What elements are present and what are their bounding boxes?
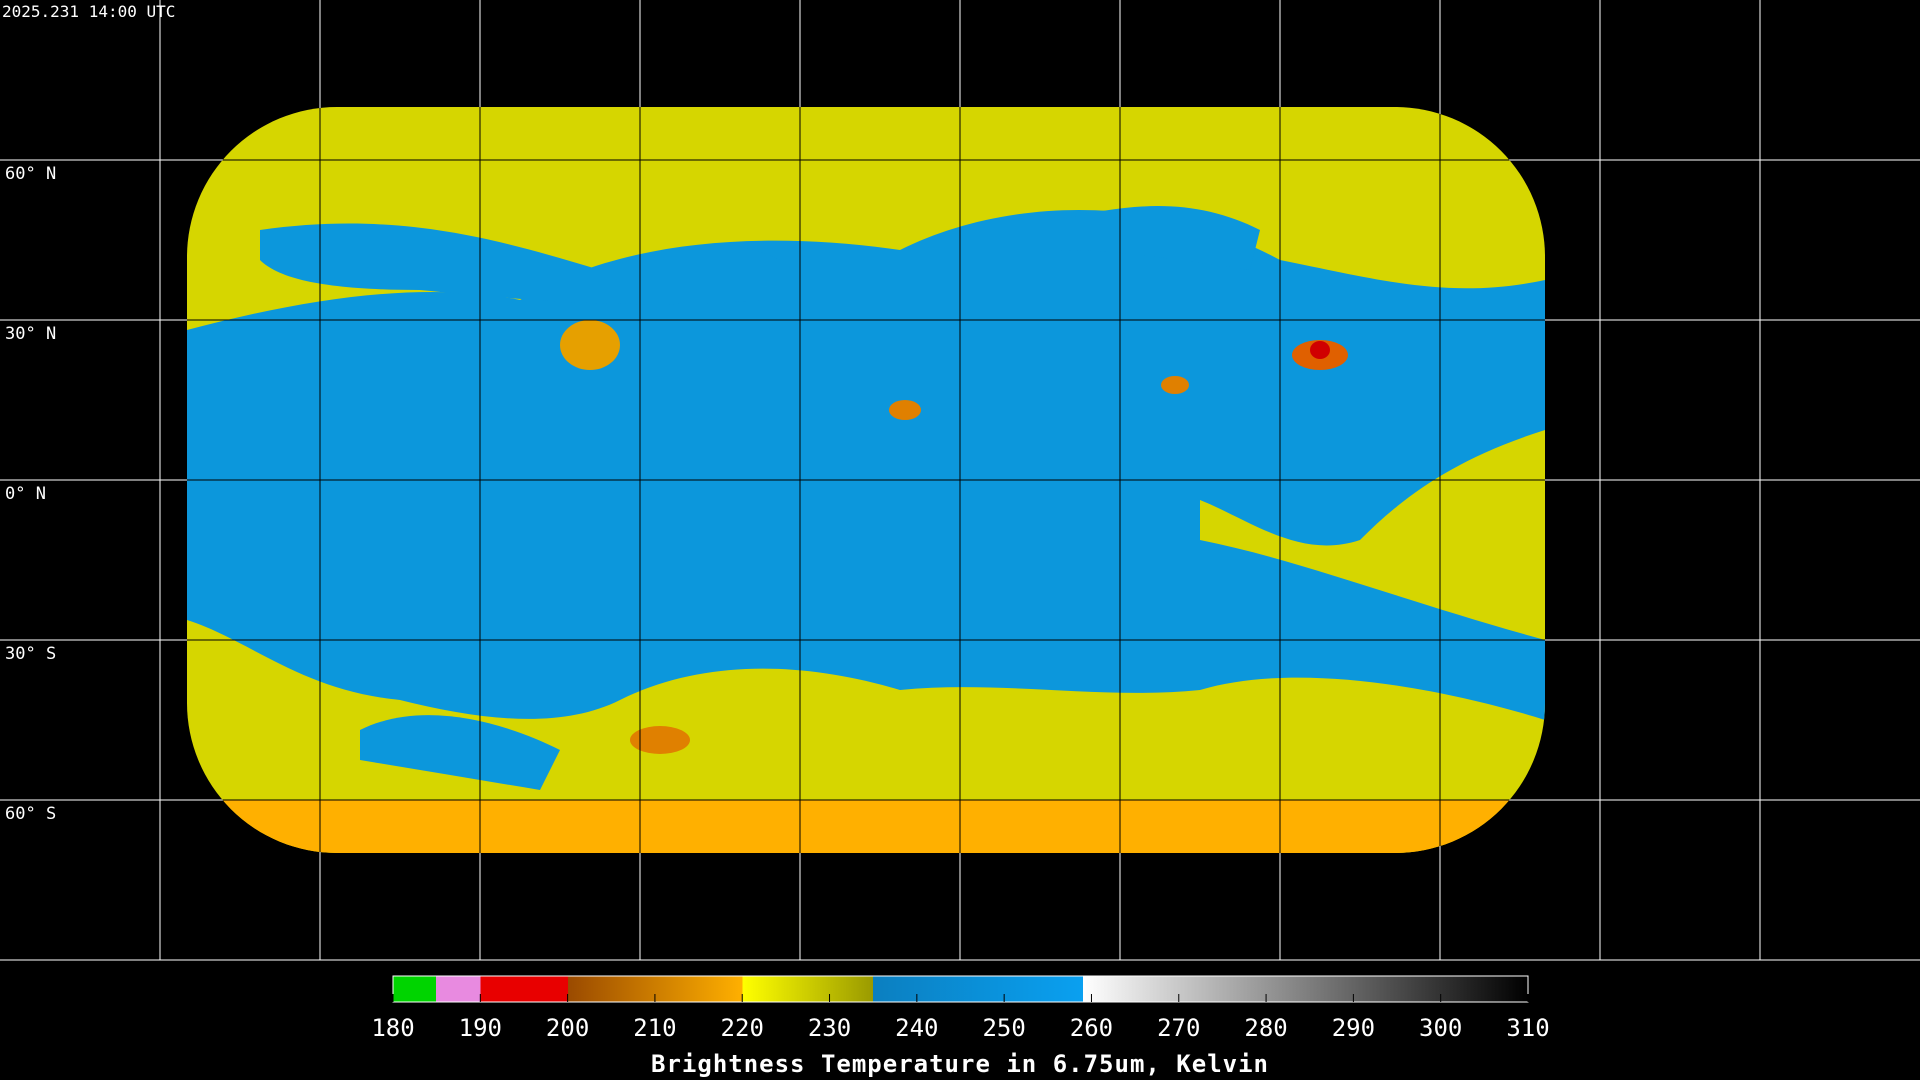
colorbar-tick-label: 280 xyxy=(1244,1014,1287,1042)
colorbar-tick-label: 200 xyxy=(546,1014,589,1042)
latitude-label: 30° S xyxy=(5,644,56,664)
colorbar-tick-label: 260 xyxy=(1070,1014,1113,1042)
colorbar-tick-label: 300 xyxy=(1419,1014,1462,1042)
latitude-label: 30° N xyxy=(5,324,56,344)
latitude-label: 60° S xyxy=(5,804,56,824)
colorbar-tick-label: 240 xyxy=(895,1014,938,1042)
colorbar-tick-label: 220 xyxy=(721,1014,764,1042)
colorbar-tick-label: 250 xyxy=(982,1014,1025,1042)
colorbar-tick-label: 290 xyxy=(1332,1014,1375,1042)
timestamp: 2025.231 14:00 UTC xyxy=(2,2,175,21)
colorbar-tick-label: 270 xyxy=(1157,1014,1200,1042)
colorbar-tick-label: 180 xyxy=(371,1014,414,1042)
latitude-label: 0° N xyxy=(5,484,46,504)
colorbar-tick-label: 210 xyxy=(633,1014,676,1042)
colorbar-tick-label: 190 xyxy=(459,1014,502,1042)
colorbar-tick-label: 310 xyxy=(1506,1014,1549,1042)
colorbar-label: Brightness Temperature in 6.75um, Kelvin xyxy=(651,1050,1269,1078)
latitude-label: 60° N xyxy=(5,164,56,184)
graticule xyxy=(0,0,1920,961)
colorbar xyxy=(392,975,1529,1003)
colorbar-tick-label: 230 xyxy=(808,1014,851,1042)
imagery xyxy=(187,107,1545,853)
